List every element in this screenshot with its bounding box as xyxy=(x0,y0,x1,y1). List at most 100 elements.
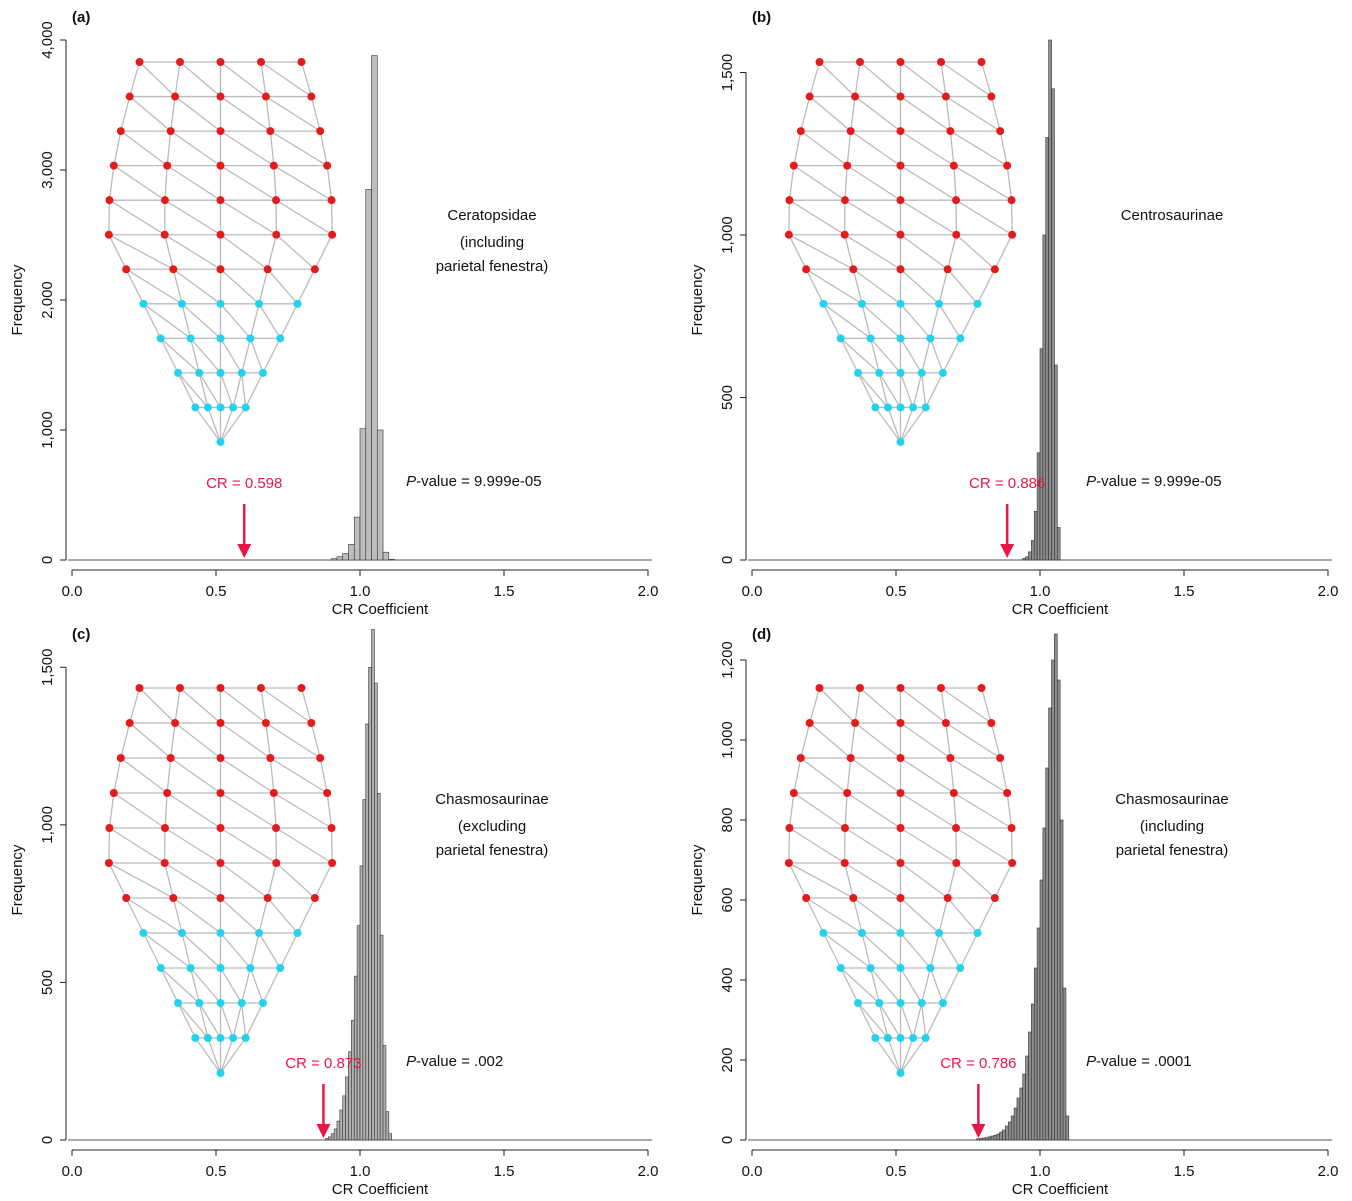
landmark-link xyxy=(857,372,876,408)
landmark-link xyxy=(174,61,181,97)
landmark-link xyxy=(260,687,312,724)
landmark xyxy=(216,824,225,832)
bar xyxy=(330,1133,335,1141)
bar xyxy=(359,428,367,561)
landmark-diagram xyxy=(784,58,1017,446)
landmark-link xyxy=(942,967,961,1004)
landmark-link xyxy=(859,687,901,724)
landmark-link xyxy=(120,130,168,167)
p-symbol: P xyxy=(406,1053,416,1070)
landmark-link xyxy=(878,1002,902,1039)
landmark xyxy=(956,964,965,972)
landmark xyxy=(255,299,264,308)
landmark-link xyxy=(929,338,944,374)
landmark xyxy=(156,334,165,343)
landmark-link xyxy=(899,967,923,1004)
x-tick-label: 1.0 xyxy=(350,583,371,600)
landmark xyxy=(896,1034,905,1042)
landmark-link xyxy=(273,792,332,829)
bar xyxy=(342,553,349,561)
landmark xyxy=(819,299,828,308)
landmark-link xyxy=(170,757,221,794)
landmark xyxy=(857,929,866,937)
landmark xyxy=(246,964,255,972)
landmark xyxy=(935,299,944,308)
bar xyxy=(1039,879,1044,1141)
landmark-link xyxy=(945,722,951,759)
bar xyxy=(1036,927,1041,1141)
landmark-link xyxy=(900,61,947,98)
landmark xyxy=(104,859,113,867)
landmark-link xyxy=(854,722,901,759)
landmark xyxy=(246,334,255,343)
x-tick-label: 0.0 xyxy=(62,583,83,600)
landmark-link xyxy=(900,722,951,759)
landmark-link xyxy=(120,757,168,794)
landmark xyxy=(987,92,996,101)
landmark xyxy=(857,299,866,308)
bar xyxy=(1056,527,1061,561)
landmark xyxy=(176,58,184,66)
landmark-link xyxy=(220,827,277,864)
y-axis-label: Frequency xyxy=(9,844,26,915)
landmark xyxy=(160,824,169,832)
landmark-link xyxy=(955,862,996,899)
landmark-link xyxy=(113,792,166,829)
landmark xyxy=(896,929,905,937)
landmark xyxy=(293,929,302,937)
landmark xyxy=(272,824,281,832)
landmark-link xyxy=(900,862,949,899)
landmark-link xyxy=(861,932,901,969)
landmark xyxy=(921,1034,930,1042)
landmark xyxy=(938,999,947,1007)
landmark xyxy=(917,999,926,1007)
landmark xyxy=(310,894,319,902)
landmark-link xyxy=(980,61,992,97)
landmark-link xyxy=(220,932,251,969)
landmark xyxy=(883,1034,892,1042)
bar xyxy=(1059,819,1064,1141)
group-title: Ceratopsidae xyxy=(447,207,536,224)
landmark-link xyxy=(870,337,901,374)
landmark xyxy=(174,999,183,1007)
landmark xyxy=(815,684,824,692)
landmark-link xyxy=(279,303,299,339)
landmark-link xyxy=(805,897,825,934)
landmark xyxy=(909,403,918,412)
landmark xyxy=(307,719,316,727)
landmark xyxy=(896,789,905,797)
landmark xyxy=(996,754,1005,762)
landmark-link xyxy=(844,199,901,236)
group-subtitle: parietal fenestra) xyxy=(1116,842,1229,859)
landmark-link xyxy=(844,862,901,899)
landmark-link xyxy=(164,234,221,270)
landmark xyxy=(139,929,148,937)
landmark-link xyxy=(840,338,859,374)
x-axis-label: CR Coefficient xyxy=(332,601,429,618)
landmark xyxy=(216,58,225,66)
landmark-link xyxy=(170,722,176,759)
landmark xyxy=(856,684,864,692)
landmark xyxy=(896,230,905,239)
landmark xyxy=(266,127,275,136)
landmark-link xyxy=(177,372,209,408)
landmark-link xyxy=(125,268,145,305)
landmark xyxy=(160,196,169,205)
bar xyxy=(1031,540,1035,561)
landmark xyxy=(802,894,811,902)
landmark xyxy=(946,754,955,762)
landmark-link xyxy=(809,96,852,132)
y-tick-label: 1,000 xyxy=(39,411,56,449)
bar xyxy=(1019,1087,1024,1141)
landmark xyxy=(216,1069,225,1077)
landmark-link xyxy=(857,372,889,408)
landmark-link xyxy=(949,757,955,794)
bar xyxy=(1056,679,1061,1141)
landmark-link xyxy=(129,687,141,724)
landmark xyxy=(840,230,849,239)
landmark-link xyxy=(844,234,901,270)
y-tick-label: 500 xyxy=(719,385,736,410)
landmark xyxy=(796,127,805,136)
landmark xyxy=(896,824,905,832)
landmark xyxy=(186,334,195,343)
